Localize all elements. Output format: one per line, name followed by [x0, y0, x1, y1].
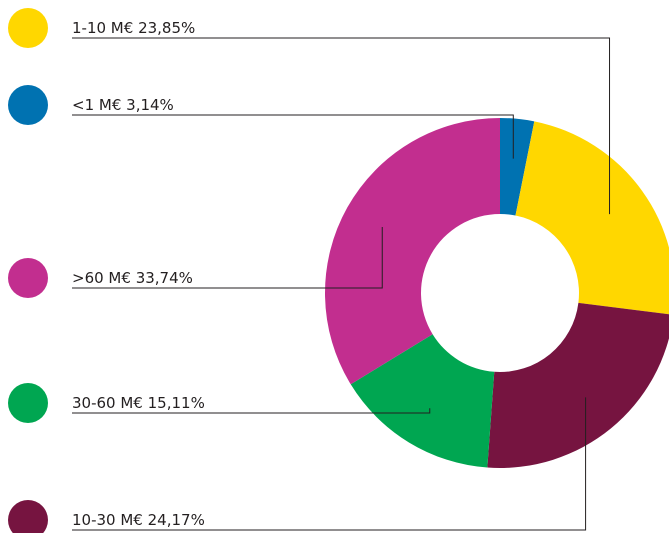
- leader-line: [72, 37, 611, 215]
- legend-value: 15,11%: [148, 394, 205, 412]
- leader-line: [72, 114, 514, 159]
- legend-category: <1 M€: [72, 96, 121, 114]
- legend-category: 10-30 M€: [72, 511, 143, 529]
- donut-slice: [487, 302, 669, 468]
- legend-category: 1-10 M€: [72, 19, 133, 37]
- legend-value: 24,17%: [148, 511, 205, 529]
- donut-slice: [350, 334, 495, 468]
- leader-line: [72, 397, 587, 531]
- leader-line: [72, 408, 431, 414]
- legend-category: 30-60 M€: [72, 394, 143, 412]
- donut-slice: [325, 117, 500, 385]
- legend-swatch: [8, 85, 48, 125]
- donut-slice: [515, 121, 669, 315]
- legend-value: 3,14%: [126, 96, 174, 114]
- legend-value: 23,85%: [138, 19, 195, 37]
- donut-slice: [500, 118, 535, 216]
- leader-line: [72, 226, 383, 289]
- legend-swatch: [8, 500, 48, 533]
- legend-value: 33,74%: [136, 269, 193, 287]
- legend-category: >60 M€: [72, 269, 131, 287]
- legend-label: <1 M€ 3,14%: [72, 96, 174, 114]
- legend-swatch: [8, 383, 48, 423]
- legend-label: 1-10 M€ 23,85%: [72, 19, 195, 37]
- legend-label: 30-60 M€ 15,11%: [72, 394, 205, 412]
- legend-label: 10-30 M€ 24,17%: [72, 511, 205, 529]
- legend-swatch: [8, 8, 48, 48]
- legend-label: >60 M€ 33,74%: [72, 269, 193, 287]
- legend-swatch: [8, 258, 48, 298]
